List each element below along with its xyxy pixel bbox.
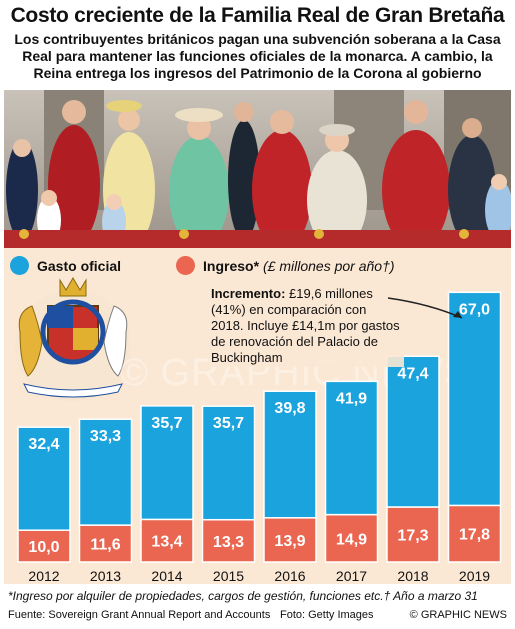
legend-income-label: Ingreso* [203, 257, 260, 274]
label-official-2016: 39,8 [274, 400, 305, 417]
label-income-2019: 17,8 [459, 527, 490, 544]
legend-official-swatch [10, 256, 29, 275]
page-title: Costo creciente de la Familia Real de Gr… [10, 4, 505, 27]
annotation-text: £19,6 millones (41%) en comparación con … [211, 286, 400, 365]
tick-label-2013: 2013 [90, 568, 121, 584]
photo-credit: Foto: Getty Images [280, 609, 374, 621]
source-credit: Fuente: Sovereign Grant Annual Report an… [8, 609, 271, 621]
label-official-2014: 35,7 [151, 415, 182, 432]
label-income-2012: 10,0 [28, 539, 59, 556]
legend-official: Gasto oficial [10, 256, 121, 275]
bar-income-2019 [447, 504, 502, 563]
label-official-2017: 41,9 [336, 390, 367, 407]
balcony-photo-illustration [4, 90, 511, 248]
bar-official-2017 [324, 380, 379, 516]
label-income-2018: 17,3 [397, 527, 428, 544]
legend-official-label: Gasto oficial [37, 257, 122, 274]
page-subtitle: Los contribuyentes británicos pagan una … [14, 31, 501, 81]
tick-label-2017: 2017 [336, 568, 367, 584]
bar-official-2016 [263, 390, 317, 519]
royal-coat-of-arms [15, 277, 131, 402]
bar-official-2018 [386, 355, 440, 508]
label-official-2019: 67,0 [459, 301, 490, 318]
bar-income-2017 [324, 513, 379, 563]
tick-label-2014: 2014 [151, 568, 182, 584]
label-income-2014: 13,4 [151, 534, 182, 551]
footnote: *Ingreso por alquiler de propiedades, ca… [8, 589, 478, 603]
bar-official-2013 [78, 418, 133, 526]
bar-official-2014 [140, 405, 194, 521]
bar-official-2015 [201, 405, 256, 521]
brand-credit: © GRAPHIC NEWS [409, 609, 507, 621]
label-official-2013: 33,3 [90, 428, 121, 445]
royal-family-photo [4, 90, 511, 248]
label-official-2015: 35,7 [213, 415, 244, 432]
label-income-2015: 13,3 [213, 534, 244, 551]
tick-label-2019: 2019 [459, 568, 490, 584]
tick-label-2018: 2018 [397, 568, 428, 584]
annotation-lead: Incremento: [211, 286, 286, 301]
legend-income-swatch [176, 256, 195, 275]
label-income-2016: 13,9 [274, 533, 305, 550]
bar-official-2012 [17, 426, 71, 531]
bar-official-2019 [447, 291, 502, 507]
label-official-2018: 47,4 [397, 365, 428, 382]
increase-annotation: Incremento: £19,6 millones (41%) en comp… [208, 285, 404, 367]
legend-income: Ingreso* (£ millones por año†) [176, 256, 395, 275]
label-income-2013: 11,6 [90, 537, 120, 554]
bar-income-2014 [140, 518, 194, 563]
label-official-2012: 32,4 [28, 436, 59, 453]
label-income-2017: 14,9 [336, 531, 367, 548]
bar-income-2018 [386, 506, 440, 563]
tick-label-2016: 2016 [274, 568, 305, 584]
legend-unit: (£ millones por año†) [263, 257, 395, 274]
bar-income-2013 [78, 524, 133, 563]
tick-label-2015: 2015 [213, 568, 244, 584]
tick-label-2012: 2012 [28, 568, 59, 584]
